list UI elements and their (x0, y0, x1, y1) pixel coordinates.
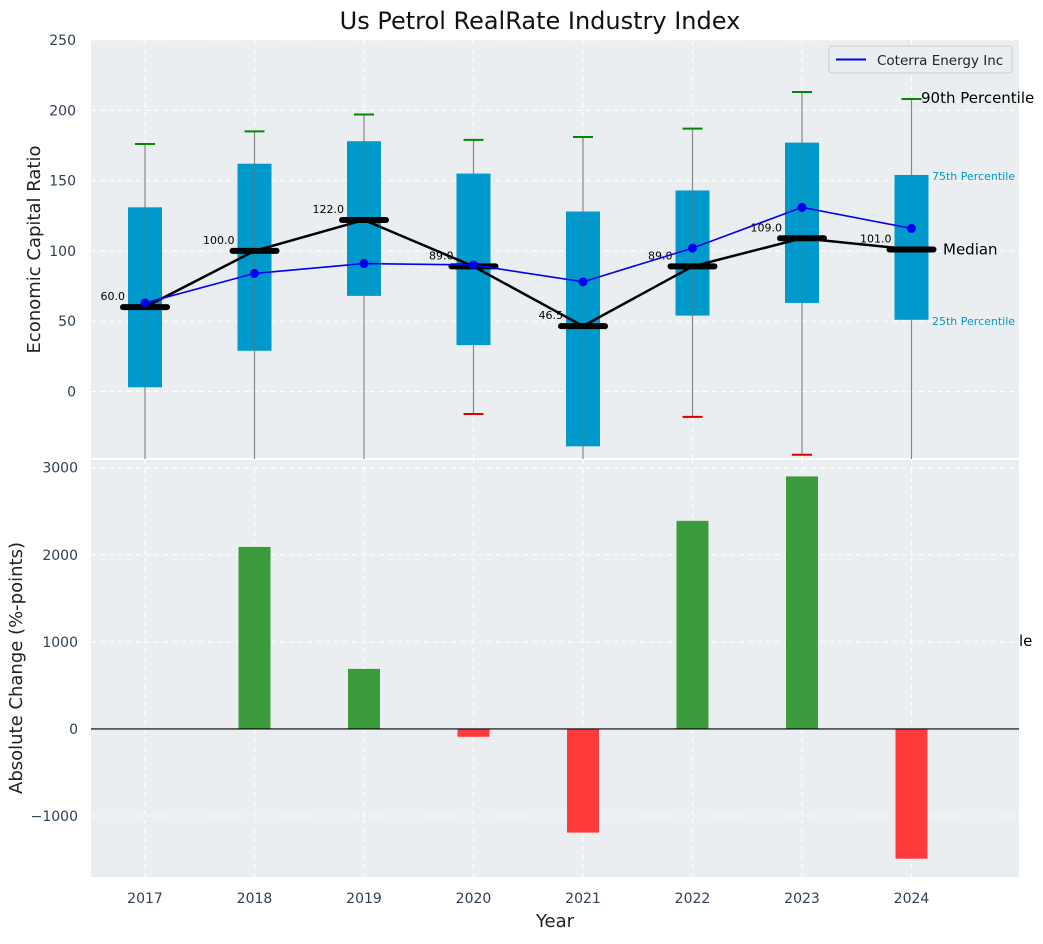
top-y-tick-label: 250 (49, 33, 76, 49)
annotation-p75: 75th Percentile (932, 170, 1015, 183)
legend-label-coterra: Coterra Energy Inc (877, 53, 1003, 69)
bottom-y-tick-label: 3000 (42, 461, 78, 477)
top-y-tick-label: 50 (58, 314, 76, 330)
annotation-p90: 90th Percentile (921, 89, 1034, 107)
change-bar (895, 728, 928, 859)
series-point-coterra (250, 268, 259, 278)
change-bar (676, 520, 709, 729)
x-axis-label: Year (535, 911, 575, 932)
top-y-tick-label: 100 (49, 244, 76, 260)
top-y-axis-label: Economic Capital Ratio (24, 146, 45, 354)
median-line (144, 218, 912, 328)
series-point-coterra (140, 298, 150, 308)
chart-title: Us Petrol RealRate Industry Index (340, 7, 741, 35)
bottom-y-tick-label: 1000 (42, 635, 78, 651)
series-line-coterra (144, 206, 912, 304)
change-bar (786, 476, 818, 729)
bottom-y-tick-label: 2000 (42, 548, 78, 564)
median-value-label: 89.0 (429, 249, 454, 262)
series-point-coterra (797, 202, 807, 212)
top-y-tick-label: 0 (67, 385, 76, 401)
series-point-coterra (688, 243, 697, 253)
bottom-plot-area (91, 459, 1019, 877)
series-point-coterra (578, 277, 588, 287)
top-y-tick-label: 150 (49, 174, 76, 190)
median-value-label: 46.5 (539, 309, 564, 322)
median-value-label: 109.0 (751, 221, 783, 234)
change-bar (238, 546, 271, 729)
change-bar (567, 728, 599, 833)
median-value-label: 101.0 (860, 233, 892, 246)
x-tick-label: 2022 (675, 891, 711, 907)
x-tick-label: 2023 (784, 891, 820, 907)
series-point-coterra (469, 260, 478, 270)
x-tick-label: 2018 (237, 891, 273, 907)
x-tick-label: 2020 (456, 891, 492, 907)
median-value-label: 100.0 (203, 234, 235, 247)
median-value-label: 60.0 (101, 290, 126, 303)
x-tick-label: 2021 (565, 891, 601, 907)
top-y-tick-label: 200 (49, 103, 76, 119)
x-tick-label: 2017 (127, 891, 163, 907)
median-value-label: 122.0 (313, 203, 345, 216)
x-tick-label: 2019 (346, 891, 382, 907)
bottom-y-tick-label: −1000 (31, 809, 78, 825)
annotation-median: Median (943, 241, 998, 259)
bottom-y-axis-label: Absolute Change (%-points) (6, 542, 27, 794)
bottom-y-tick-label: 0 (69, 722, 78, 738)
series-point-coterra (359, 259, 369, 269)
legend-box (828, 45, 1013, 74)
annotation-p25: 25th Percentile (932, 315, 1015, 328)
change-bar (457, 728, 490, 737)
series-point-coterra (907, 223, 916, 233)
clipped-annotation: le (1019, 632, 1032, 650)
x-tick-label: 2024 (894, 891, 930, 907)
change-bar (348, 668, 380, 729)
